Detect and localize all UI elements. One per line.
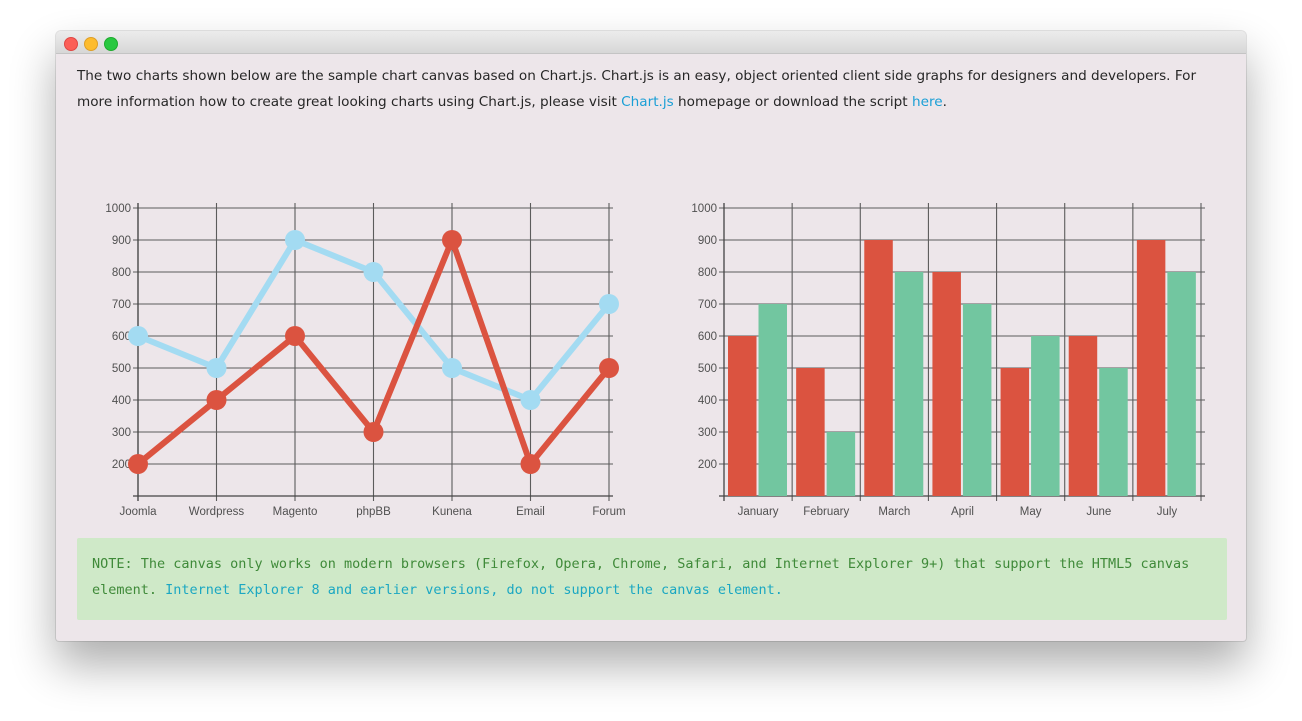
series-1-bar — [1000, 368, 1030, 496]
y-tick-label: 700 — [698, 299, 717, 311]
bar-chart: 200 300 400 500 600 700 800 900 1000 January Febru… — [689, 167, 1219, 518]
series-1-bar — [1136, 240, 1166, 496]
series-1-point — [206, 358, 227, 378]
series-1-bar — [864, 240, 893, 496]
series-2-bar — [962, 304, 992, 496]
series-2-bar — [1031, 336, 1060, 496]
series-1-bar — [728, 336, 757, 496]
x-tick-label: Kunena — [432, 506, 472, 518]
series-2-point — [206, 390, 227, 410]
bar-chart-canvas: 200 300 400 500 600 700 800 900 1000 January Febru… — [691, 203, 1205, 518]
y-tick-label: 1000 — [105, 203, 131, 215]
y-tick-label: 700 — [112, 299, 131, 311]
note-text: NOTE: The canvas only works on modern br… — [92, 556, 1190, 598]
y-tick-label: 500 — [112, 363, 131, 375]
y-tick-label: 600 — [112, 331, 131, 343]
x-tick-label: January — [738, 506, 779, 518]
y-tick-label: 800 — [112, 267, 131, 279]
line-chart-canvas: 200 300 400 500 600 700 800 900 1000 Joomla Wordpr… — [105, 203, 626, 518]
intro-text-2: homepage or download the script — [673, 94, 912, 110]
line-chart: 200 300 400 500 600 700 800 900 1000 Joomla Wordpr… — [105, 167, 636, 518]
chartjs-link[interactable]: Chart.js — [621, 94, 674, 110]
series-1-point — [520, 390, 541, 410]
series-2-bar — [1167, 272, 1196, 496]
x-tick-label: Forum — [592, 506, 625, 518]
y-tick-label: 300 — [698, 427, 717, 439]
x-tick-label: Wordpress — [189, 506, 245, 518]
series-1-bar — [796, 368, 825, 496]
close-window-button[interactable] — [64, 37, 78, 51]
download-here-link[interactable]: here — [911, 94, 943, 110]
series-1-point — [442, 358, 462, 378]
series-2-point — [599, 358, 619, 378]
y-tick-label: 800 — [698, 267, 717, 279]
maximize-window-button[interactable] — [104, 37, 118, 51]
browser-support-note: NOTE: The canvas only works on modern br… — [77, 538, 1227, 620]
series-2-bar — [826, 432, 856, 496]
series-2-point — [442, 230, 462, 250]
y-tick-label: 400 — [698, 395, 717, 407]
series-1-point — [128, 326, 148, 346]
ie8-support-link[interactable]: Internet Explorer 8 and earlier versions… — [165, 582, 783, 598]
series-1-point — [363, 262, 384, 282]
y-tick-label: 900 — [112, 235, 131, 247]
series-1-bar — [1068, 336, 1098, 496]
x-tick-label: February — [803, 506, 849, 518]
series-1-point — [599, 294, 619, 314]
intro-text-3: . — [942, 94, 947, 110]
x-tick-label: July — [1157, 506, 1178, 518]
series-2-point — [520, 454, 541, 474]
y-tick-label: 500 — [698, 363, 717, 375]
browser-window: The two charts shown below are the sampl… — [56, 31, 1246, 641]
series-2-bar — [758, 304, 787, 496]
x-tick-label: April — [951, 506, 974, 518]
y-tick-label: 200 — [698, 459, 717, 471]
x-tick-label: Email — [516, 506, 545, 518]
x-tick-label: Joomla — [119, 506, 157, 518]
intro-text-1: The two charts shown below are the sampl… — [77, 68, 1197, 110]
series-2-bar — [1099, 368, 1128, 496]
title-bar — [56, 31, 1246, 54]
x-tick-label: phpBB — [356, 506, 391, 518]
x-tick-label: May — [1020, 506, 1042, 518]
intro-paragraph: The two charts shown below are the sampl… — [77, 63, 1227, 115]
y-tick-label: 900 — [698, 235, 717, 247]
y-tick-label: 1000 — [691, 203, 717, 215]
series-1-point — [285, 230, 305, 250]
y-tick-label: 300 — [112, 427, 131, 439]
series-1-bar — [932, 272, 961, 496]
series-2-point — [128, 454, 148, 474]
y-tick-label: 200 — [112, 459, 131, 471]
series-2-bar — [894, 272, 924, 496]
minimize-window-button[interactable] — [84, 37, 98, 51]
y-tick-label: 600 — [698, 331, 717, 343]
x-tick-label: March — [878, 506, 910, 518]
series-2-point — [285, 326, 305, 346]
x-tick-label: Magento — [273, 506, 318, 518]
series-2-point — [363, 422, 384, 442]
x-tick-label: June — [1086, 506, 1111, 518]
y-tick-label: 400 — [112, 395, 131, 407]
